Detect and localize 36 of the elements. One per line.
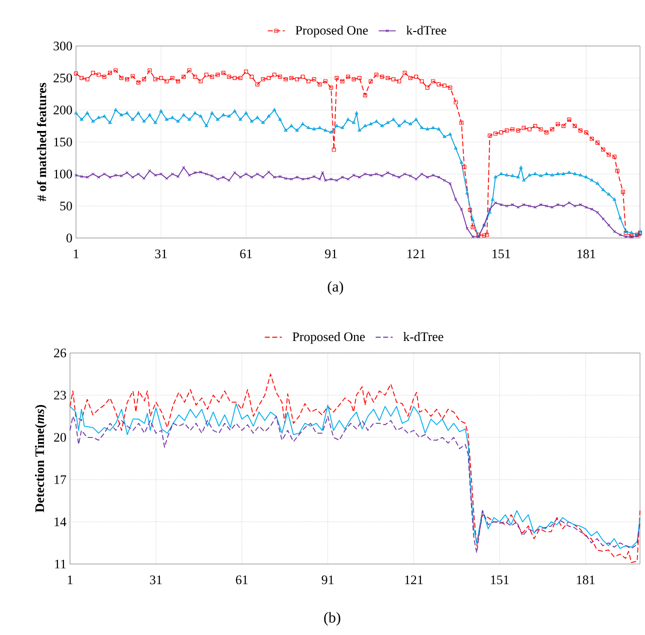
y-axis-title: Detection Time(ms) bbox=[34, 405, 47, 512]
legend-label: Proposed One bbox=[292, 332, 365, 344]
x-tick-label: 181 bbox=[577, 576, 595, 584]
x-tick-label: 151 bbox=[491, 576, 509, 584]
y-tick-label: 20 bbox=[54, 433, 66, 442]
line-series bbox=[70, 374, 640, 564]
x-tick-label: 61 bbox=[236, 576, 248, 584]
y-tick-label: 150 bbox=[54, 138, 72, 146]
x-tick-label: 121 bbox=[405, 576, 423, 584]
y-tick-label: 300 bbox=[54, 42, 72, 50]
y-axis-title: # of matched features bbox=[36, 82, 46, 202]
x-tick-label: 61 bbox=[240, 250, 252, 258]
y-tick-label: 17 bbox=[54, 475, 66, 484]
x-tick-label: 91 bbox=[325, 250, 337, 258]
text: (a) bbox=[328, 281, 344, 295]
y-tick-label: 0 bbox=[66, 234, 72, 242]
y-tick-label: 100 bbox=[54, 170, 72, 178]
y-tick-label: 50 bbox=[60, 202, 72, 210]
y-tick-label: 14 bbox=[54, 518, 66, 526]
legend-label: k-dTree bbox=[403, 332, 444, 342]
x-tick-label: 31 bbox=[150, 576, 162, 584]
x-tick-label: 1 bbox=[68, 576, 72, 584]
y-tick-label: 200 bbox=[54, 106, 72, 114]
x-tick-label: 91 bbox=[322, 576, 334, 584]
x-tick-label: 31 bbox=[155, 250, 167, 258]
x-tick-label: 151 bbox=[492, 250, 510, 258]
legend-label: Proposed One bbox=[296, 26, 368, 38]
legend-label: k-dTree bbox=[406, 26, 446, 35]
y-tick-label: 23 bbox=[54, 390, 66, 400]
y-tick-label: 250 bbox=[54, 74, 72, 82]
y-tick-label: 11 bbox=[55, 560, 66, 568]
x-tick-label: 181 bbox=[578, 250, 596, 258]
y-tick-label: 26 bbox=[54, 348, 66, 358]
text: (b) bbox=[324, 612, 340, 626]
x-tick-label: 1 bbox=[74, 250, 78, 258]
x-tick-label: 121 bbox=[408, 250, 426, 258]
